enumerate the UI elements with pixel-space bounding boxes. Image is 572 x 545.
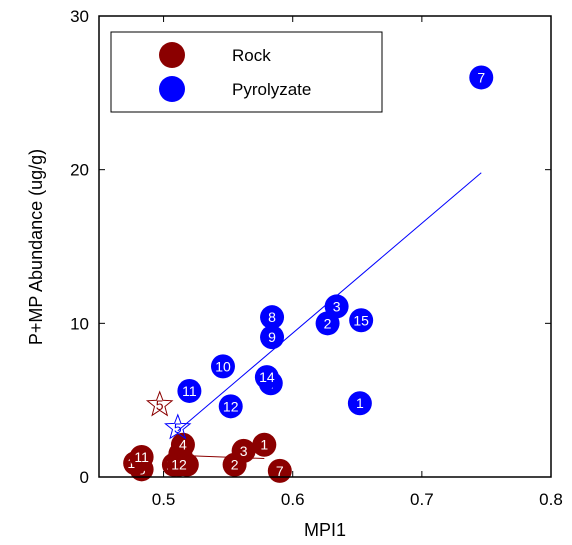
- point-rock-10: [167, 452, 192, 477]
- point-pyrolyzate-7: [210, 354, 235, 379]
- plot-frame: [98, 15, 552, 478]
- y-tick-label: 30: [70, 7, 89, 26]
- point-label: 11: [134, 449, 149, 465]
- y-axis-ticks: 0 10 20 30: [70, 7, 551, 487]
- point-rock-2: [231, 438, 256, 463]
- point-rock-8: [129, 445, 154, 470]
- point-pyrolyzate-9: [218, 394, 243, 419]
- x-tick-label: 0.8: [539, 490, 563, 509]
- point-label: 15: [353, 312, 369, 328]
- point-label: 10: [215, 358, 231, 374]
- legend-label-rock: Rock: [232, 46, 271, 65]
- star-marker-0: [145, 390, 174, 417]
- point-rock-11: [170, 432, 195, 457]
- legend-box: [110, 31, 383, 113]
- legend: Rock Pyrolyzate: [110, 31, 383, 113]
- x-tick-label: 0.5: [152, 490, 176, 509]
- point-label: 7: [276, 463, 284, 479]
- point-pyrolyzate-5: [260, 305, 285, 330]
- y-tick-label: 20: [70, 161, 89, 180]
- point-label: 14: [259, 369, 275, 385]
- point-pyrolyzate-10: [254, 365, 279, 390]
- point-label: 3: [333, 298, 341, 314]
- star-marker-1: [164, 413, 192, 440]
- legend-marker-pyrolyzate: [159, 76, 185, 102]
- x-tick-label: 0.7: [410, 490, 434, 509]
- star-label: 5: [156, 397, 164, 413]
- point-label: 2: [231, 457, 239, 473]
- point-pyrolyzate-6: [260, 325, 285, 350]
- point-label: 1: [356, 395, 364, 411]
- point-label: 7: [477, 69, 485, 85]
- legend-marker-rock: [159, 42, 185, 68]
- point-label: 2: [324, 315, 332, 331]
- point-pyrolyzate-8: [177, 378, 202, 403]
- x-tick-label: 0.6: [281, 490, 305, 509]
- point-label: 12: [171, 457, 187, 473]
- x-axis-ticks: 0.5 0.6 0.7 0.8: [152, 16, 563, 509]
- y-axis-label: P+MP Abundance (ug/g): [26, 149, 46, 345]
- point-label: 3: [240, 443, 248, 459]
- point-pyrolyzate-0: [347, 391, 372, 416]
- point-label: 4: [179, 437, 187, 453]
- star-markers: 55: [145, 390, 192, 440]
- point-pyrolyzate-2: [324, 294, 349, 319]
- legend-label-pyrolyzate: Pyrolyzate: [232, 80, 311, 99]
- point-pyrolyzate-11: [349, 308, 374, 333]
- point-label: 11: [182, 383, 197, 399]
- point-label: 8: [268, 309, 276, 325]
- y-tick-label: 0: [80, 468, 89, 487]
- data-points: 123457810111412412347891011121415: [123, 65, 494, 483]
- y-tick-label: 10: [70, 314, 89, 333]
- point-label: 1: [260, 437, 268, 453]
- x-axis-label: MPI1: [304, 520, 346, 540]
- star-label: 5: [174, 420, 182, 436]
- point-label: 9: [268, 329, 276, 345]
- point-label: 12: [223, 398, 239, 414]
- point-pyrolyzate-4: [469, 65, 494, 90]
- point-rock-0: [252, 432, 277, 457]
